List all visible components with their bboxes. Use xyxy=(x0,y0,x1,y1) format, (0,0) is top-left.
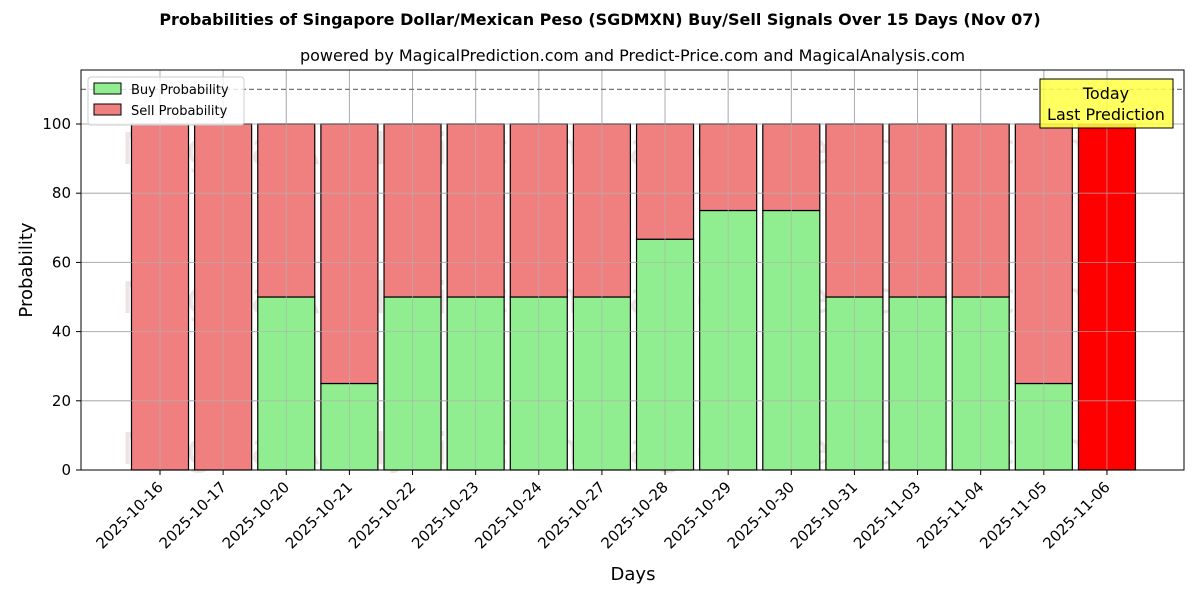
x-tick-label: 2025-11-03 xyxy=(850,478,924,552)
annotation-box xyxy=(1039,78,1174,129)
today-annotation: Today Last Prediction xyxy=(1039,78,1174,129)
legend-box xyxy=(87,76,245,126)
y-tick-label: 0 xyxy=(61,461,71,479)
plot-frame xyxy=(80,69,1185,471)
x-axis-label: Days xyxy=(611,564,656,585)
x-tick-label: 2025-11-04 xyxy=(913,478,987,552)
y-axis: 0 20 40 60 80 100 xyxy=(42,115,81,479)
x-tick-label: 2025-11-06 xyxy=(1039,478,1113,552)
annotation-line1: Today xyxy=(1082,84,1129,103)
x-tick-label: 2025-10-17 xyxy=(156,478,230,552)
y-tick-label: 20 xyxy=(52,392,71,410)
x-tick-label: 2025-10-16 xyxy=(92,478,166,552)
x-tick-label: 2025-10-22 xyxy=(345,478,419,552)
x-tick-label: 2025-10-23 xyxy=(408,478,482,552)
x-axis: 2025-10-162025-10-172025-10-202025-10-21… xyxy=(92,470,1114,552)
chart-title: Probabilities of Singapore Dollar/Mexica… xyxy=(159,10,1041,29)
y-tick-label: 100 xyxy=(42,115,71,133)
y-tick-label: 80 xyxy=(52,184,71,202)
y-axis-label: Probability xyxy=(16,222,37,317)
x-tick-label: 2025-10-21 xyxy=(282,478,356,552)
x-tick-label: 2025-10-27 xyxy=(534,478,608,552)
annotation-line2: Last Prediction xyxy=(1047,105,1165,124)
x-tick-label: 2025-10-31 xyxy=(787,478,861,552)
chart-subtitle: powered by MagicalPrediction.com and Pre… xyxy=(299,46,966,65)
x-tick-label: 2025-11-05 xyxy=(976,478,1050,552)
bars xyxy=(81,70,1184,471)
x-tick-label: 2025-10-20 xyxy=(219,478,293,552)
x-tick-label: 2025-10-30 xyxy=(724,478,798,552)
x-tick-label: 2025-10-29 xyxy=(661,478,735,552)
legend: Buy Probability Sell Probability xyxy=(87,76,245,126)
legend-sell-label: Sell Probability xyxy=(131,104,228,119)
legend-sell-swatch xyxy=(93,103,122,116)
y-tick-label: 60 xyxy=(52,253,71,271)
x-tick-label: 2025-10-28 xyxy=(597,478,671,552)
legend-buy-swatch xyxy=(93,82,122,95)
legend-buy-label: Buy Probability xyxy=(131,83,229,98)
y-tick-label: 40 xyxy=(52,323,71,341)
x-tick-label: 2025-10-24 xyxy=(471,478,545,552)
